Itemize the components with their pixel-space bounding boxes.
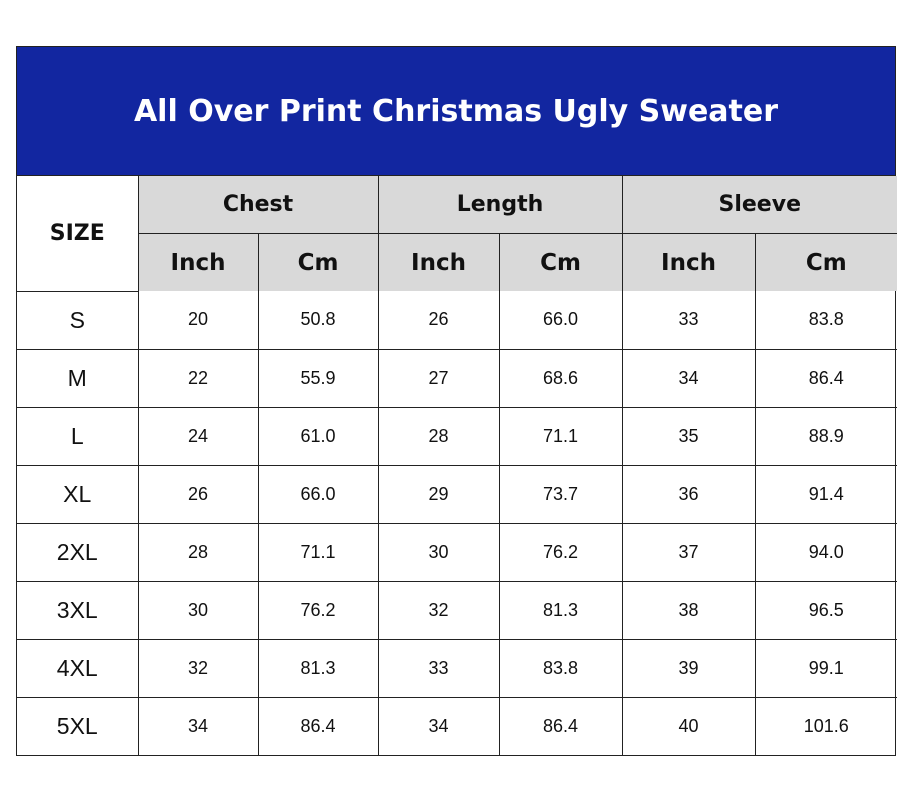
chest-inch-cell: 22 — [137, 348, 259, 408]
sleeve-cm-cell: 83.8 — [754, 291, 897, 350]
chest-inch-cell: 24 — [137, 406, 259, 466]
chest-cm-cell: 66.0 — [257, 464, 379, 524]
table-body: S 20 50.8 26 66.0 33 83.8 M 22 55.9 27 6… — [17, 291, 897, 755]
table-row: M 22 55.9 27 68.6 34 86.4 — [17, 348, 897, 408]
chest-cm-cell: 86.4 — [257, 696, 379, 755]
length-cm-cell: 76.2 — [498, 522, 623, 582]
length-inch-header: Inch — [377, 233, 500, 291]
sleeve-group-header: Sleeve — [621, 176, 897, 234]
length-cm-cell: 83.8 — [498, 638, 623, 698]
size-table: SIZE Chest Length Sleeve Inch Cm Inch Cm… — [17, 176, 897, 755]
size-chart: All Over Print Christmas Ugly Sweater SI… — [16, 46, 897, 756]
length-inch-cell: 32 — [377, 580, 500, 640]
size-label: M — [17, 348, 139, 408]
length-inch-cell: 33 — [377, 638, 500, 698]
sleeve-cm-cell: 96.5 — [754, 580, 897, 640]
size-label: XL — [17, 464, 139, 524]
length-inch-cell: 34 — [377, 696, 500, 755]
table-row: 4XL 32 81.3 33 83.8 39 99.1 — [17, 638, 897, 698]
size-column-header: SIZE — [17, 176, 139, 292]
sleeve-inch-cell: 38 — [621, 580, 756, 640]
chest-inch-cell: 20 — [137, 291, 259, 350]
chest-inch-cell: 30 — [137, 580, 259, 640]
table-header: SIZE Chest Length Sleeve Inch Cm Inch Cm… — [17, 176, 897, 292]
size-label: 2XL — [17, 522, 139, 582]
chest-inch-cell: 34 — [137, 696, 259, 755]
sleeve-inch-header: Inch — [621, 233, 756, 291]
length-group-header: Length — [377, 176, 623, 234]
length-inch-cell: 27 — [377, 348, 500, 408]
table-row: 2XL 28 71.1 30 76.2 37 94.0 — [17, 522, 897, 582]
sleeve-cm-header: Cm — [754, 233, 897, 291]
chest-inch-header: Inch — [138, 233, 259, 291]
length-inch-cell: 30 — [377, 522, 500, 582]
sleeve-cm-cell: 88.9 — [754, 406, 897, 466]
size-label: 3XL — [17, 580, 139, 640]
sleeve-cm-cell: 99.1 — [754, 638, 897, 698]
chest-group-header: Chest — [137, 176, 379, 234]
sleeve-inch-cell: 34 — [621, 348, 756, 408]
length-cm-cell: 86.4 — [498, 696, 623, 755]
chest-inch-cell: 28 — [137, 522, 259, 582]
chart-title: All Over Print Christmas Ugly Sweater — [17, 47, 895, 176]
length-inch-cell: 28 — [377, 406, 500, 466]
sleeve-inch-cell: 33 — [621, 291, 756, 350]
sleeve-cm-cell: 101.6 — [754, 696, 897, 755]
length-cm-cell: 68.6 — [498, 348, 623, 408]
chest-cm-cell: 55.9 — [257, 348, 379, 408]
table-row: 5XL 34 86.4 34 86.4 40 101.6 — [17, 696, 897, 755]
sleeve-cm-cell: 91.4 — [754, 464, 897, 524]
length-cm-cell: 66.0 — [498, 291, 623, 350]
sleeve-cm-cell: 94.0 — [754, 522, 897, 582]
table-row: 3XL 30 76.2 32 81.3 38 96.5 — [17, 580, 897, 640]
size-label: 4XL — [17, 638, 139, 698]
size-label: S — [17, 291, 139, 350]
sleeve-cm-cell: 86.4 — [754, 348, 897, 408]
length-cm-cell: 73.7 — [498, 464, 623, 524]
size-label: L — [17, 406, 139, 466]
sleeve-inch-cell: 40 — [621, 696, 756, 755]
chest-inch-cell: 26 — [137, 464, 259, 524]
length-cm-cell: 71.1 — [498, 406, 623, 466]
sleeve-inch-cell: 37 — [621, 522, 756, 582]
sleeve-inch-cell: 36 — [621, 464, 756, 524]
table-row: L 24 61.0 28 71.1 35 88.9 — [17, 406, 897, 466]
chest-cm-cell: 50.8 — [257, 291, 379, 350]
chest-cm-cell: 76.2 — [257, 580, 379, 640]
table-row: S 20 50.8 26 66.0 33 83.8 — [17, 291, 897, 350]
chest-inch-cell: 32 — [137, 638, 259, 698]
sleeve-inch-cell: 35 — [621, 406, 756, 466]
sleeve-inch-cell: 39 — [621, 638, 756, 698]
chest-cm-header: Cm — [257, 233, 379, 291]
chest-cm-cell: 61.0 — [257, 406, 379, 466]
chest-cm-cell: 81.3 — [257, 638, 379, 698]
table-row: XL 26 66.0 29 73.7 36 91.4 — [17, 464, 897, 524]
length-inch-cell: 29 — [377, 464, 500, 524]
size-label: 5XL — [17, 696, 139, 755]
chest-cm-cell: 71.1 — [257, 522, 379, 582]
length-cm-header: Cm — [498, 233, 623, 291]
length-cm-cell: 81.3 — [498, 580, 623, 640]
length-inch-cell: 26 — [377, 291, 500, 350]
